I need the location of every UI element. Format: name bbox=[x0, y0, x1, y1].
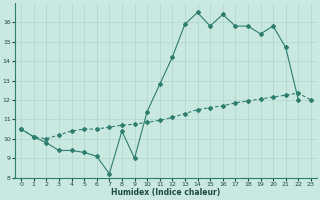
X-axis label: Humidex (Indice chaleur): Humidex (Indice chaleur) bbox=[111, 188, 221, 197]
